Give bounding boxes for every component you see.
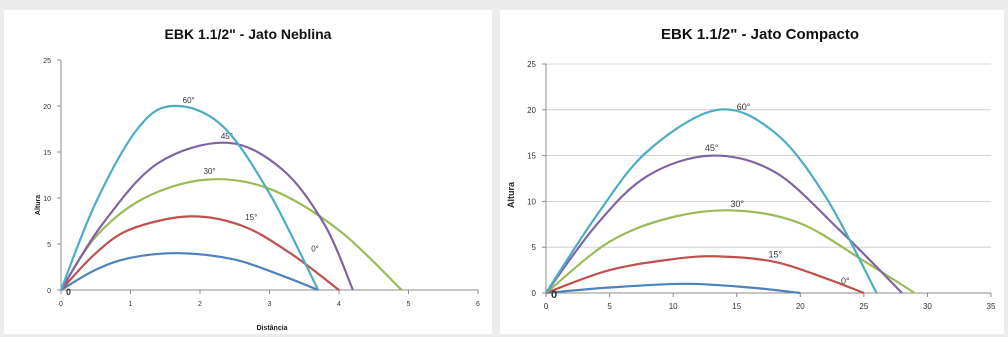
series-line-60deg bbox=[545, 108, 878, 294]
series-line-60deg bbox=[59, 104, 320, 291]
x-tick-label: 2 bbox=[198, 301, 202, 308]
x-tick-label: 0 bbox=[59, 301, 63, 308]
series-label: 30° bbox=[203, 167, 215, 176]
series-label: 45° bbox=[705, 143, 719, 153]
y-tick-label: 15 bbox=[43, 150, 51, 157]
series-line-0deg bbox=[545, 282, 801, 295]
x-tick-label: 0 bbox=[544, 302, 549, 311]
x-tick-label: 4 bbox=[337, 301, 341, 308]
x-tick-label: 25 bbox=[859, 302, 868, 311]
y-tick-label: 5 bbox=[532, 243, 537, 252]
y-tick-label: 0 bbox=[532, 289, 537, 298]
origin-label: 0 bbox=[66, 287, 71, 297]
y-axis-label: Altura bbox=[35, 195, 42, 215]
chart-panel-jato-neblina: EBK 1.1/2" - Jato Neblina Altura Distânc… bbox=[4, 10, 492, 334]
y-tick-label: 10 bbox=[43, 196, 51, 203]
series-line-15deg bbox=[545, 255, 865, 295]
y-axis-label: Altura bbox=[506, 181, 516, 208]
y-tick-label: 25 bbox=[43, 58, 51, 65]
chart-title: EBK 1.1/2" - Jato Neblina bbox=[165, 26, 332, 42]
series-label: 45° bbox=[221, 132, 233, 141]
x-tick-label: 3 bbox=[268, 301, 272, 308]
chart-jato-compacto: EBK 1.1/2" - Jato Compacto Altura 0 5 10 15… bbox=[506, 26, 996, 311]
series-line-45deg bbox=[60, 141, 354, 291]
y-tick-label: 5 bbox=[47, 242, 51, 249]
x-tick-label: 20 bbox=[796, 302, 805, 311]
x-tick-label: 15 bbox=[732, 302, 741, 311]
x-tick-label: 6 bbox=[476, 301, 480, 308]
series-line-45deg bbox=[545, 154, 903, 294]
x-tick-label: 35 bbox=[987, 302, 996, 311]
x-tick-label: 5 bbox=[407, 301, 411, 308]
series-label: 60° bbox=[737, 102, 751, 112]
y-tick-label: 20 bbox=[527, 106, 536, 115]
chart-panel-jato-compacto: EBK 1.1/2" - Jato Compacto Altura 0 5 10 15… bbox=[500, 10, 1004, 334]
series-line-30deg bbox=[545, 209, 916, 294]
series-line-30deg bbox=[60, 178, 403, 291]
y-tick-label: 20 bbox=[43, 104, 51, 111]
y-tick-label: 25 bbox=[527, 60, 536, 69]
series-label: 30° bbox=[730, 199, 744, 209]
series-label: 15° bbox=[769, 249, 783, 259]
y-tick-label: 10 bbox=[527, 197, 536, 206]
x-tick-label: 30 bbox=[923, 302, 932, 311]
series-line-15deg bbox=[60, 215, 340, 291]
x-tick-label: 1 bbox=[129, 301, 133, 308]
x-tick-label: 10 bbox=[669, 302, 678, 311]
y-tick-label: 0 bbox=[47, 288, 51, 295]
series-label: 0° bbox=[311, 244, 319, 253]
series-line-0deg bbox=[60, 252, 319, 292]
series-label: 0° bbox=[841, 276, 850, 286]
chart-jato-neblina: EBK 1.1/2" - Jato Neblina Altura Distânc… bbox=[35, 26, 480, 332]
y-tick-label: 15 bbox=[527, 152, 536, 161]
x-axis-label: Distância bbox=[256, 325, 287, 332]
series-label: 60° bbox=[183, 96, 195, 105]
origin-label: 0 bbox=[551, 289, 557, 301]
series-label: 15° bbox=[245, 213, 257, 222]
axes: 0 5 10 15 20 25 0 1 2 3 4 5 6 bbox=[43, 58, 480, 308]
axes: 0 5 10 15 20 25 0 5 10 15 20 25 30 35 bbox=[527, 60, 996, 311]
x-tick-label: 5 bbox=[607, 302, 612, 311]
chart-title: EBK 1.1/2" - Jato Compacto bbox=[661, 26, 859, 43]
